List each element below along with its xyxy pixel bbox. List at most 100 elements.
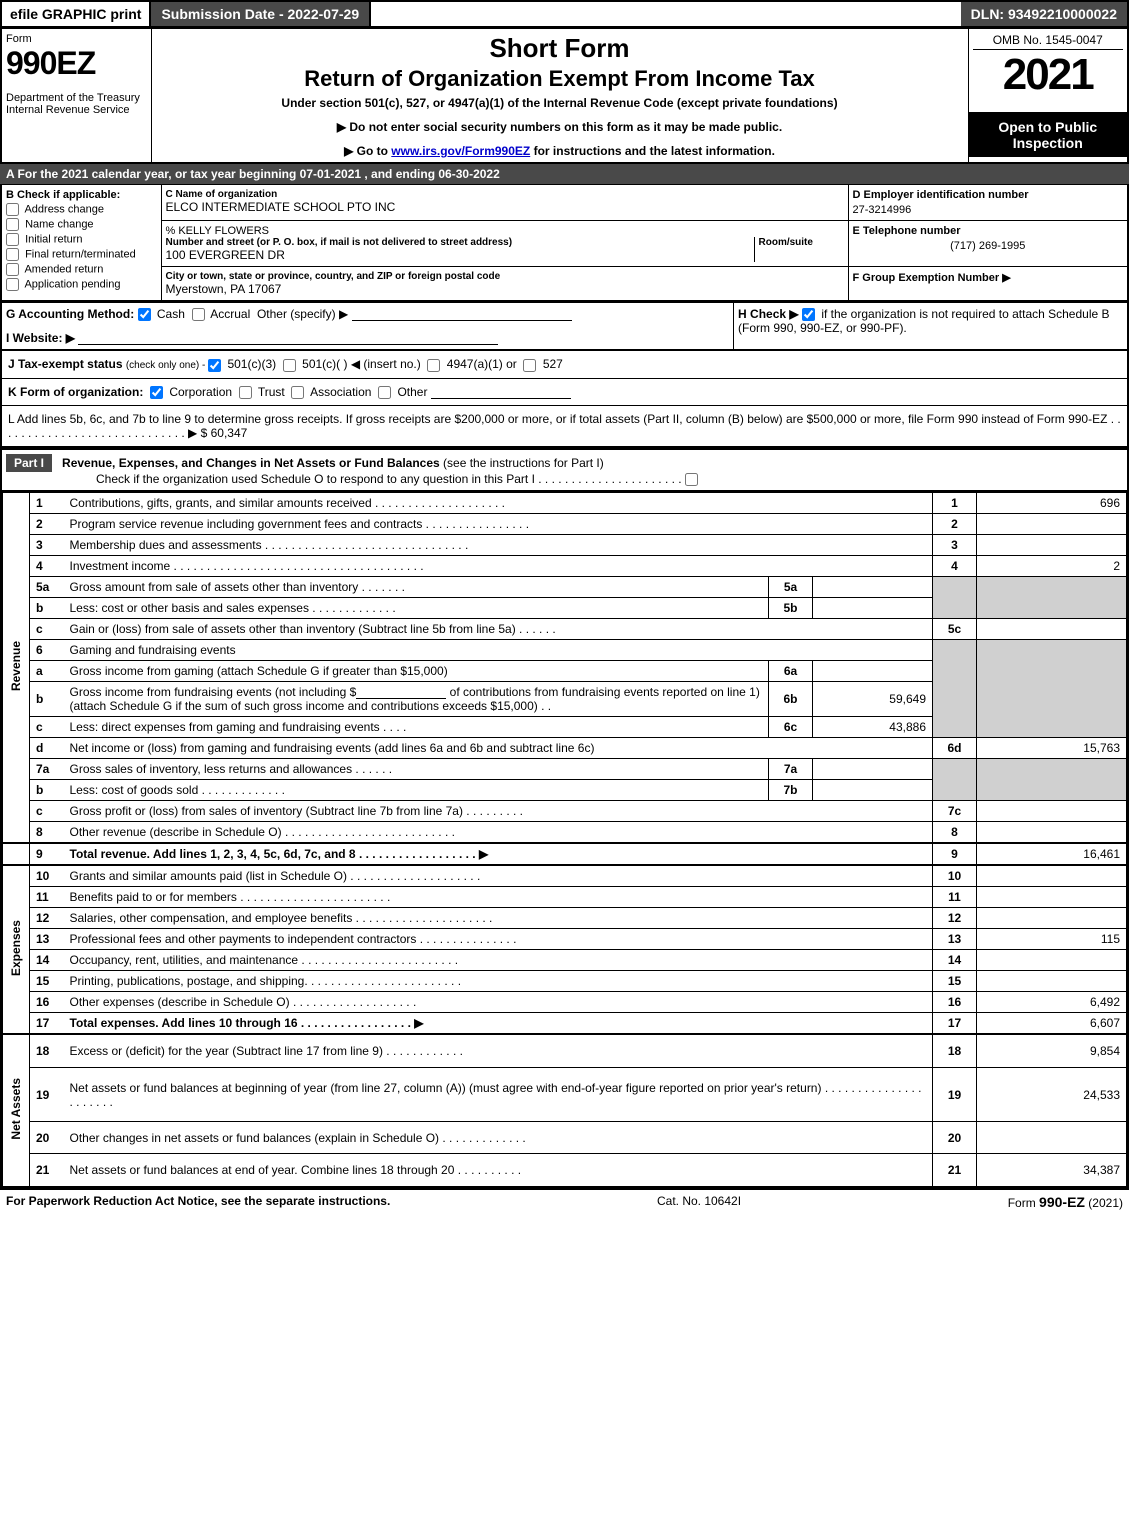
ln7a-subamt <box>813 759 933 780</box>
public-inspection-badge: Open to Public Inspection <box>969 113 1128 157</box>
ln20-amt <box>977 1122 1127 1154</box>
ln9-amt: 16,461 <box>977 843 1127 865</box>
ein-label: D Employer identification number <box>853 189 1124 201</box>
ln6c-num: c <box>30 717 64 738</box>
box-c-address: % KELLY FLOWERS Number and street (or P.… <box>161 221 848 267</box>
ln18-num: 18 <box>30 1034 64 1067</box>
ln6b-desc: Gross income from fundraising events (no… <box>64 682 769 717</box>
ln21-desc: Net assets or fund balances at end of ye… <box>64 1154 933 1186</box>
box-c-name: C Name of organization ELCO INTERMEDIATE… <box>161 185 848 221</box>
submission-date: Submission Date - 2022-07-29 <box>151 2 371 26</box>
other-method-input[interactable] <box>352 307 572 321</box>
group-exemption-label: F Group Exemption Number ▶ <box>853 272 1011 284</box>
ln5b-num: b <box>30 598 64 619</box>
box-f: F Group Exemption Number ▶ <box>848 267 1128 302</box>
ln5a-desc: Gross amount from sale of assets other t… <box>64 577 769 598</box>
ln11-rownum: 11 <box>933 887 977 908</box>
ln7ab-shade1 <box>933 759 977 801</box>
ln7b-sub: 7b <box>769 780 813 801</box>
chk-schedule-o-part-i[interactable] <box>685 473 698 486</box>
chk-schedule-b[interactable] <box>802 308 815 321</box>
chk-501c[interactable] <box>283 359 296 372</box>
room-label: Room/suite <box>759 237 844 248</box>
chk-amended-return[interactable]: Amended return <box>6 263 157 276</box>
opt-501c3: 501(c)(3) <box>227 357 276 371</box>
ln17-amt: 6,607 <box>977 1013 1127 1035</box>
ln1-num: 1 <box>30 493 64 514</box>
ln18-rownum: 18 <box>933 1034 977 1067</box>
chk-address-change[interactable]: Address change <box>6 203 157 216</box>
efile-label[interactable]: efile GRAPHIC print <box>2 2 151 26</box>
ln3-num: 3 <box>30 535 64 556</box>
ln19-num: 19 <box>30 1068 64 1122</box>
chk-501c3[interactable] <box>208 359 221 372</box>
ssn-warning: ▶ Do not enter social security numbers o… <box>156 120 964 134</box>
ln14-num: 14 <box>30 950 64 971</box>
line-j-small: (check only one) - <box>126 360 208 371</box>
website-input[interactable] <box>78 331 498 345</box>
chk-name-change[interactable]: Name change <box>6 218 157 231</box>
ln14-desc: Occupancy, rent, utilities, and maintena… <box>64 950 933 971</box>
ln6b-blank[interactable] <box>356 685 446 699</box>
box-b: B Check if applicable: Address change Na… <box>1 185 161 302</box>
chk-accrual[interactable] <box>192 308 205 321</box>
chk-527[interactable] <box>523 359 536 372</box>
ln16-amt: 6,492 <box>977 992 1127 1013</box>
ln14-amt <box>977 950 1127 971</box>
chk-corporation[interactable] <box>150 386 163 399</box>
org-name: ELCO INTERMEDIATE SCHOOL PTO INC <box>166 200 844 214</box>
part-i-check-line: Check if the organization used Schedule … <box>6 472 1123 486</box>
form-number: 990EZ <box>6 45 147 82</box>
ln15-rownum: 15 <box>933 971 977 992</box>
footer-left: For Paperwork Reduction Act Notice, see … <box>6 1194 390 1210</box>
ln19-rownum: 19 <box>933 1068 977 1122</box>
ln5c-desc: Gain or (loss) from sale of assets other… <box>64 619 933 640</box>
chk-4947[interactable] <box>427 359 440 372</box>
other-org-input[interactable] <box>431 385 571 399</box>
opt-association: Association <box>310 385 371 399</box>
ln6a-sub: 6a <box>769 661 813 682</box>
ln6a-desc: Gross income from gaming (attach Schedul… <box>64 661 769 682</box>
ln2-amt <box>977 514 1127 535</box>
ln12-desc: Salaries, other compensation, and employ… <box>64 908 933 929</box>
opt-501c: 501(c)( ) ◀ (insert no.) <box>302 357 421 371</box>
chk-cash[interactable] <box>138 308 151 321</box>
opt-corporation: Corporation <box>169 385 232 399</box>
opt-4947: 4947(a)(1) or <box>447 357 517 371</box>
ln2-desc: Program service revenue including govern… <box>64 514 933 535</box>
dln-label: DLN: 93492210000022 <box>961 2 1127 26</box>
part-i-header: Part I Revenue, Expenses, and Changes in… <box>0 448 1129 492</box>
ln11-num: 11 <box>30 887 64 908</box>
chk-initial-return[interactable]: Initial return <box>6 233 157 246</box>
chk-trust[interactable] <box>239 386 252 399</box>
ln3-rownum: 3 <box>933 535 977 556</box>
form-header-table: Form 990EZ Department of the Treasury In… <box>0 28 1129 164</box>
ln4-rownum: 4 <box>933 556 977 577</box>
header-center: Short Form Return of Organization Exempt… <box>151 29 968 164</box>
ln6-shade2 <box>977 640 1127 738</box>
ln7ab-shade2 <box>977 759 1127 801</box>
department-label: Department of the Treasury Internal Reve… <box>6 92 147 116</box>
city-value: Myerstown, PA 17067 <box>166 282 844 296</box>
ln6d-amt: 15,763 <box>977 738 1127 759</box>
chk-association[interactable] <box>291 386 304 399</box>
ln7b-desc: Less: cost of goods sold . . . . . . . .… <box>64 780 769 801</box>
tax-year: 2021 <box>973 50 1124 100</box>
box-d: D Employer identification number 27-3214… <box>848 185 1128 221</box>
line-l-amount: 60,347 <box>211 426 248 440</box>
irs-link[interactable]: www.irs.gov/Form990EZ <box>391 144 530 158</box>
chk-other-org[interactable] <box>378 386 391 399</box>
topbar-spacer <box>371 2 961 26</box>
header-right-badge: Open to Public Inspection <box>968 113 1128 163</box>
opt-527: 527 <box>543 357 563 371</box>
ln6b-sub: 6b <box>769 682 813 717</box>
ln6-shade1 <box>933 640 977 738</box>
chk-application-pending[interactable]: Application pending <box>6 278 157 291</box>
ln7a-num: 7a <box>30 759 64 780</box>
ln16-rownum: 16 <box>933 992 977 1013</box>
ln6a-subamt <box>813 661 933 682</box>
box-e: E Telephone number (717) 269-1995 <box>848 221 1128 267</box>
go-prefix: ▶ Go to <box>344 144 391 158</box>
ln20-desc: Other changes in net assets or fund bala… <box>64 1122 933 1154</box>
chk-final-return[interactable]: Final return/terminated <box>6 248 157 261</box>
